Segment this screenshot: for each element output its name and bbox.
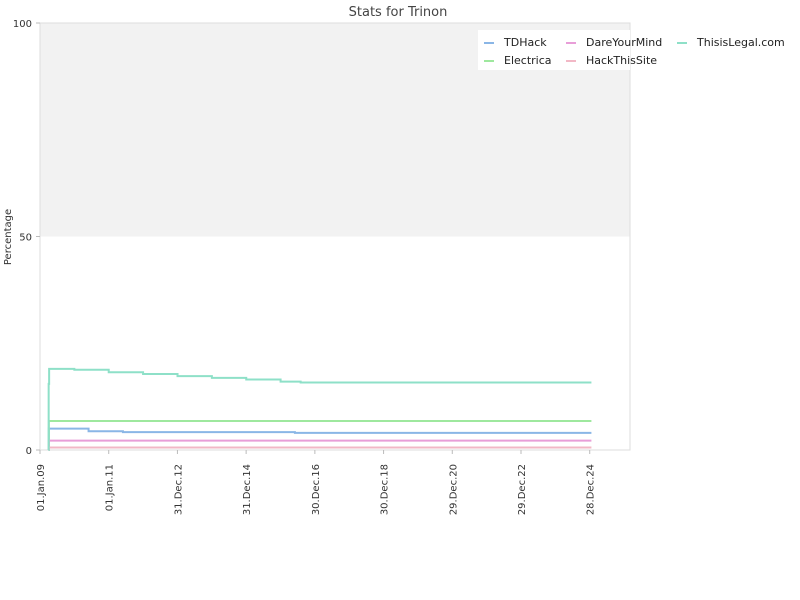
series-group — [47, 367, 592, 451]
legend-label: TDHack — [503, 36, 547, 49]
chart-title: Stats for Trinon — [349, 5, 448, 20]
series-line-thisislegal-com — [47, 367, 592, 451]
y-axis: 0 50 100 — [13, 19, 40, 457]
x-tick-label: 31.Dec.12 — [173, 464, 184, 515]
legend-box — [478, 30, 630, 70]
legend-label: HackThisSite — [586, 54, 657, 67]
x-tick-label: 28.Dec.24 — [586, 464, 597, 515]
x-tick-label: 31.Dec.14 — [242, 464, 253, 515]
legend-label: DareYourMind — [586, 36, 662, 49]
x-tick-label: 01.Jan.09 — [36, 464, 47, 511]
series-line-electrica — [47, 419, 592, 451]
x-tick-label: 01.Jan.11 — [105, 464, 116, 511]
legend: TDHack Electrica DareYourMind HackThisSite T… — [478, 30, 785, 70]
series-line-dareyourmind — [47, 439, 592, 451]
y-axis-label: Percentage — [3, 209, 14, 265]
y-tick-label: 50 — [19, 233, 32, 244]
x-tick-label: 29.Dec.20 — [448, 464, 459, 515]
x-tick-label: 30.Dec.16 — [311, 464, 322, 515]
legend-label: ThisisLegal.com — [696, 36, 785, 49]
legend-label: Electrica — [504, 54, 552, 67]
x-tick-label: 29.Dec.22 — [517, 464, 528, 515]
x-axis: 01.Jan.09 01.Jan.11 31.Dec.12 31.Dec.14 30.D… — [36, 450, 597, 515]
y-tick-label: 0 — [26, 446, 32, 457]
y-tick-label: 100 — [13, 19, 32, 30]
x-tick-label: 30.Dec.18 — [380, 464, 391, 515]
